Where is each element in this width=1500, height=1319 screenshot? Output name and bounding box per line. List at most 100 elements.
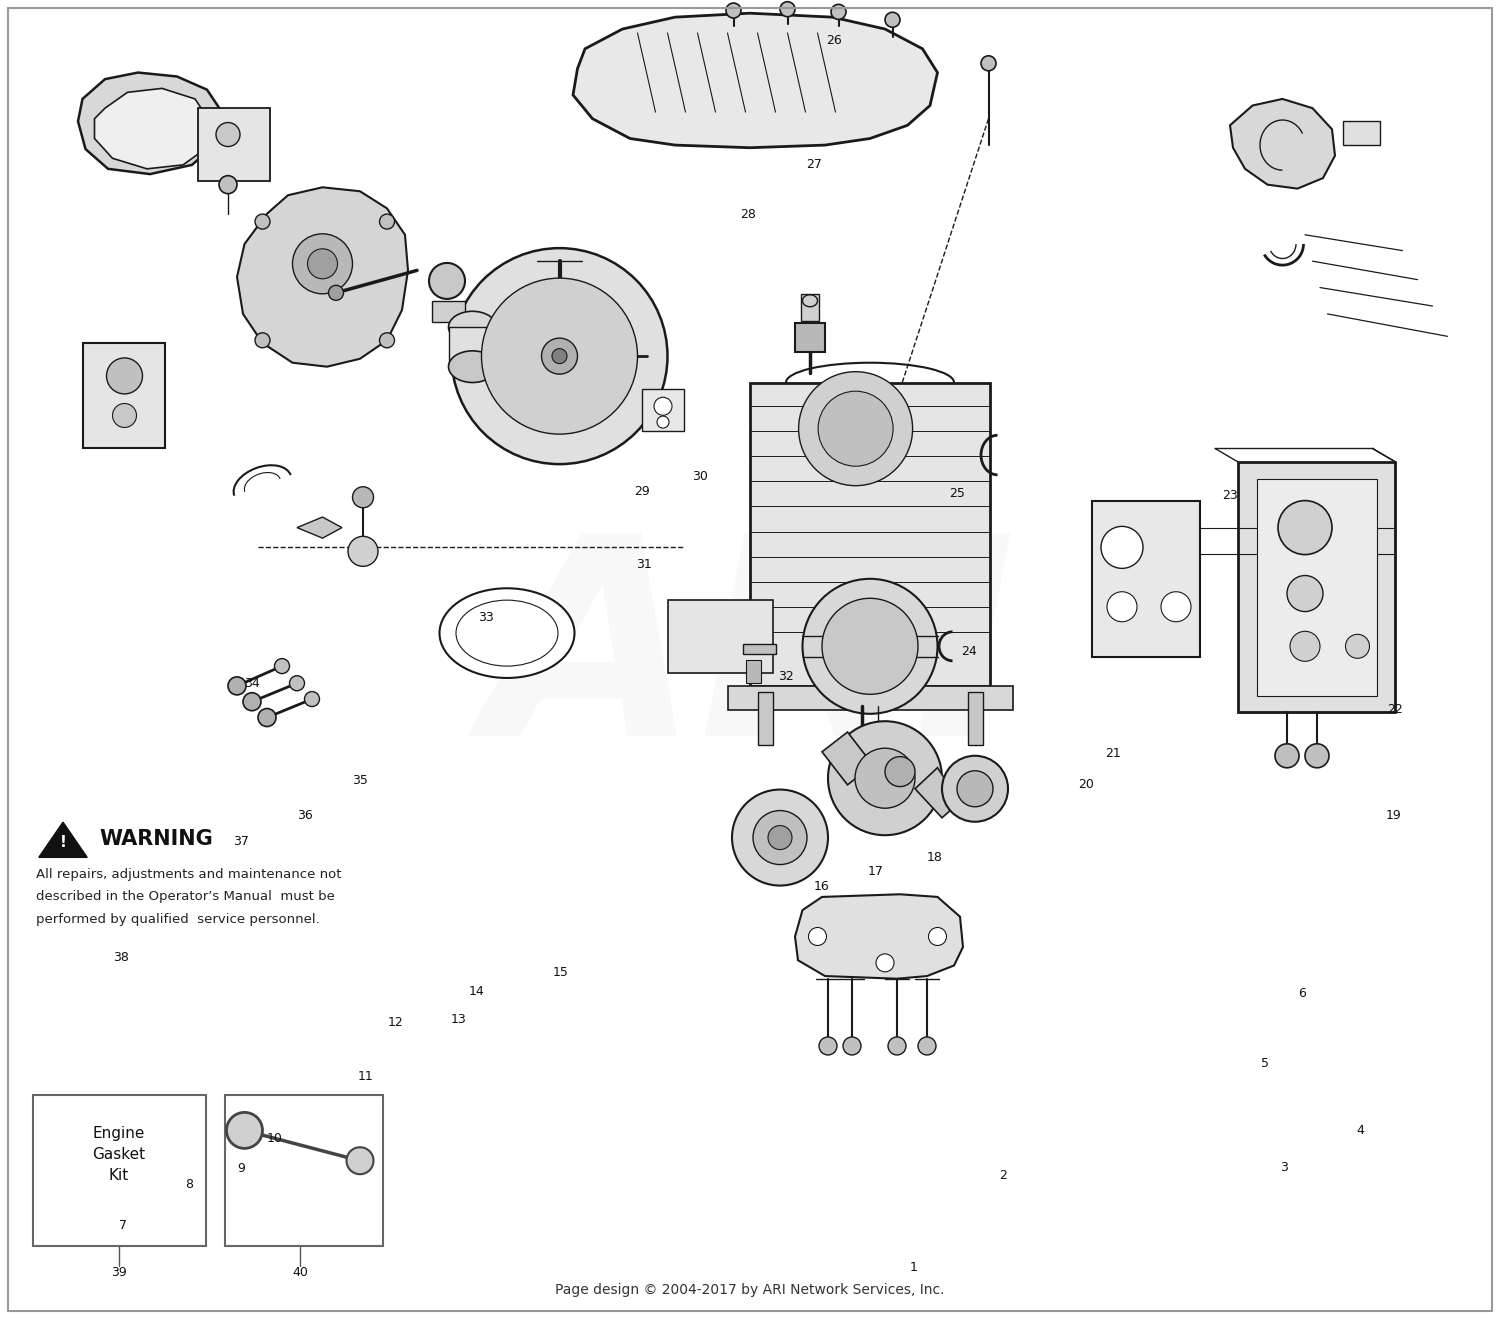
- Circle shape: [380, 214, 394, 230]
- Circle shape: [802, 579, 938, 714]
- Circle shape: [219, 175, 237, 194]
- Text: 24: 24: [962, 645, 976, 658]
- Ellipse shape: [448, 351, 497, 383]
- Circle shape: [243, 692, 261, 711]
- Circle shape: [308, 249, 338, 278]
- Circle shape: [1107, 592, 1137, 621]
- Circle shape: [228, 677, 246, 695]
- Text: 28: 28: [741, 208, 756, 222]
- Circle shape: [1275, 744, 1299, 768]
- Circle shape: [918, 1037, 936, 1055]
- Circle shape: [843, 1037, 861, 1055]
- Circle shape: [657, 415, 669, 429]
- Text: 6: 6: [1298, 987, 1306, 1000]
- Text: 17: 17: [868, 865, 883, 878]
- Text: 12: 12: [388, 1016, 404, 1029]
- Text: 16: 16: [815, 880, 830, 893]
- Text: 4: 4: [1356, 1124, 1365, 1137]
- Circle shape: [346, 1148, 374, 1174]
- Text: 30: 30: [693, 470, 708, 483]
- Text: 11: 11: [358, 1070, 374, 1083]
- Bar: [746, 660, 760, 683]
- Circle shape: [654, 397, 672, 415]
- Text: 9: 9: [237, 1162, 246, 1175]
- Bar: [1238, 462, 1395, 712]
- Circle shape: [542, 338, 578, 375]
- Circle shape: [255, 332, 270, 348]
- Circle shape: [380, 332, 394, 348]
- Text: 29: 29: [634, 485, 650, 499]
- Bar: [742, 644, 776, 654]
- Bar: [432, 301, 465, 322]
- Circle shape: [822, 599, 918, 694]
- Bar: [668, 600, 772, 673]
- Text: 27: 27: [807, 158, 822, 171]
- Text: 13: 13: [452, 1013, 466, 1026]
- Text: 3: 3: [1280, 1161, 1288, 1174]
- Bar: [750, 383, 990, 686]
- Polygon shape: [822, 732, 873, 785]
- Circle shape: [808, 927, 826, 946]
- Text: !: !: [60, 835, 66, 849]
- Polygon shape: [39, 822, 87, 857]
- Text: 18: 18: [927, 851, 942, 864]
- Circle shape: [831, 4, 846, 20]
- Polygon shape: [94, 88, 210, 169]
- Bar: [198, 108, 270, 181]
- Text: Page design © 2004-2017 by ARI Network Services, Inc.: Page design © 2004-2017 by ARI Network S…: [555, 1283, 945, 1297]
- Text: performed by qualified  service personnel.: performed by qualified service personnel…: [36, 913, 320, 926]
- Bar: [225, 1095, 382, 1246]
- Circle shape: [328, 285, 344, 301]
- Text: Engine
Gasket
Kit: Engine Gasket Kit: [92, 1125, 146, 1183]
- Text: 10: 10: [267, 1132, 282, 1145]
- Circle shape: [928, 927, 946, 946]
- Text: 35: 35: [352, 774, 368, 787]
- Bar: [968, 692, 982, 745]
- Circle shape: [732, 790, 828, 885]
- Text: 21: 21: [1106, 747, 1120, 760]
- Circle shape: [292, 233, 352, 294]
- Text: 7: 7: [118, 1219, 128, 1232]
- Circle shape: [552, 348, 567, 364]
- Circle shape: [828, 721, 942, 835]
- Text: 36: 36: [297, 809, 312, 822]
- Bar: [642, 389, 684, 431]
- Circle shape: [888, 1037, 906, 1055]
- Text: 40: 40: [292, 1266, 308, 1279]
- Circle shape: [1290, 632, 1320, 661]
- Circle shape: [942, 756, 1008, 822]
- Circle shape: [768, 826, 792, 849]
- Polygon shape: [915, 768, 960, 818]
- Circle shape: [452, 248, 668, 464]
- Text: 5: 5: [1260, 1057, 1269, 1070]
- Circle shape: [429, 262, 465, 299]
- Bar: [33, 1095, 206, 1246]
- Text: All repairs, adjustments and maintenance not: All repairs, adjustments and maintenance…: [36, 868, 342, 881]
- Text: 1: 1: [909, 1261, 918, 1274]
- Circle shape: [753, 811, 807, 864]
- Text: 34: 34: [244, 677, 260, 690]
- Text: 2: 2: [999, 1169, 1008, 1182]
- Circle shape: [1101, 526, 1143, 568]
- Text: 39: 39: [111, 1266, 126, 1279]
- Circle shape: [885, 12, 900, 28]
- Text: 31: 31: [636, 558, 651, 571]
- Text: 15: 15: [554, 966, 568, 979]
- Bar: [1257, 479, 1377, 696]
- Circle shape: [348, 537, 378, 566]
- Circle shape: [780, 1, 795, 17]
- Circle shape: [352, 487, 374, 508]
- Text: 20: 20: [1078, 778, 1094, 791]
- Polygon shape: [573, 13, 938, 148]
- Bar: [448, 327, 497, 367]
- Polygon shape: [297, 517, 342, 538]
- Bar: [1342, 121, 1380, 145]
- Circle shape: [290, 675, 304, 691]
- Circle shape: [957, 770, 993, 807]
- Circle shape: [304, 691, 320, 707]
- Bar: [801, 294, 819, 321]
- Bar: [795, 323, 825, 352]
- Ellipse shape: [440, 588, 574, 678]
- Ellipse shape: [448, 311, 497, 343]
- Text: 32: 32: [778, 670, 794, 683]
